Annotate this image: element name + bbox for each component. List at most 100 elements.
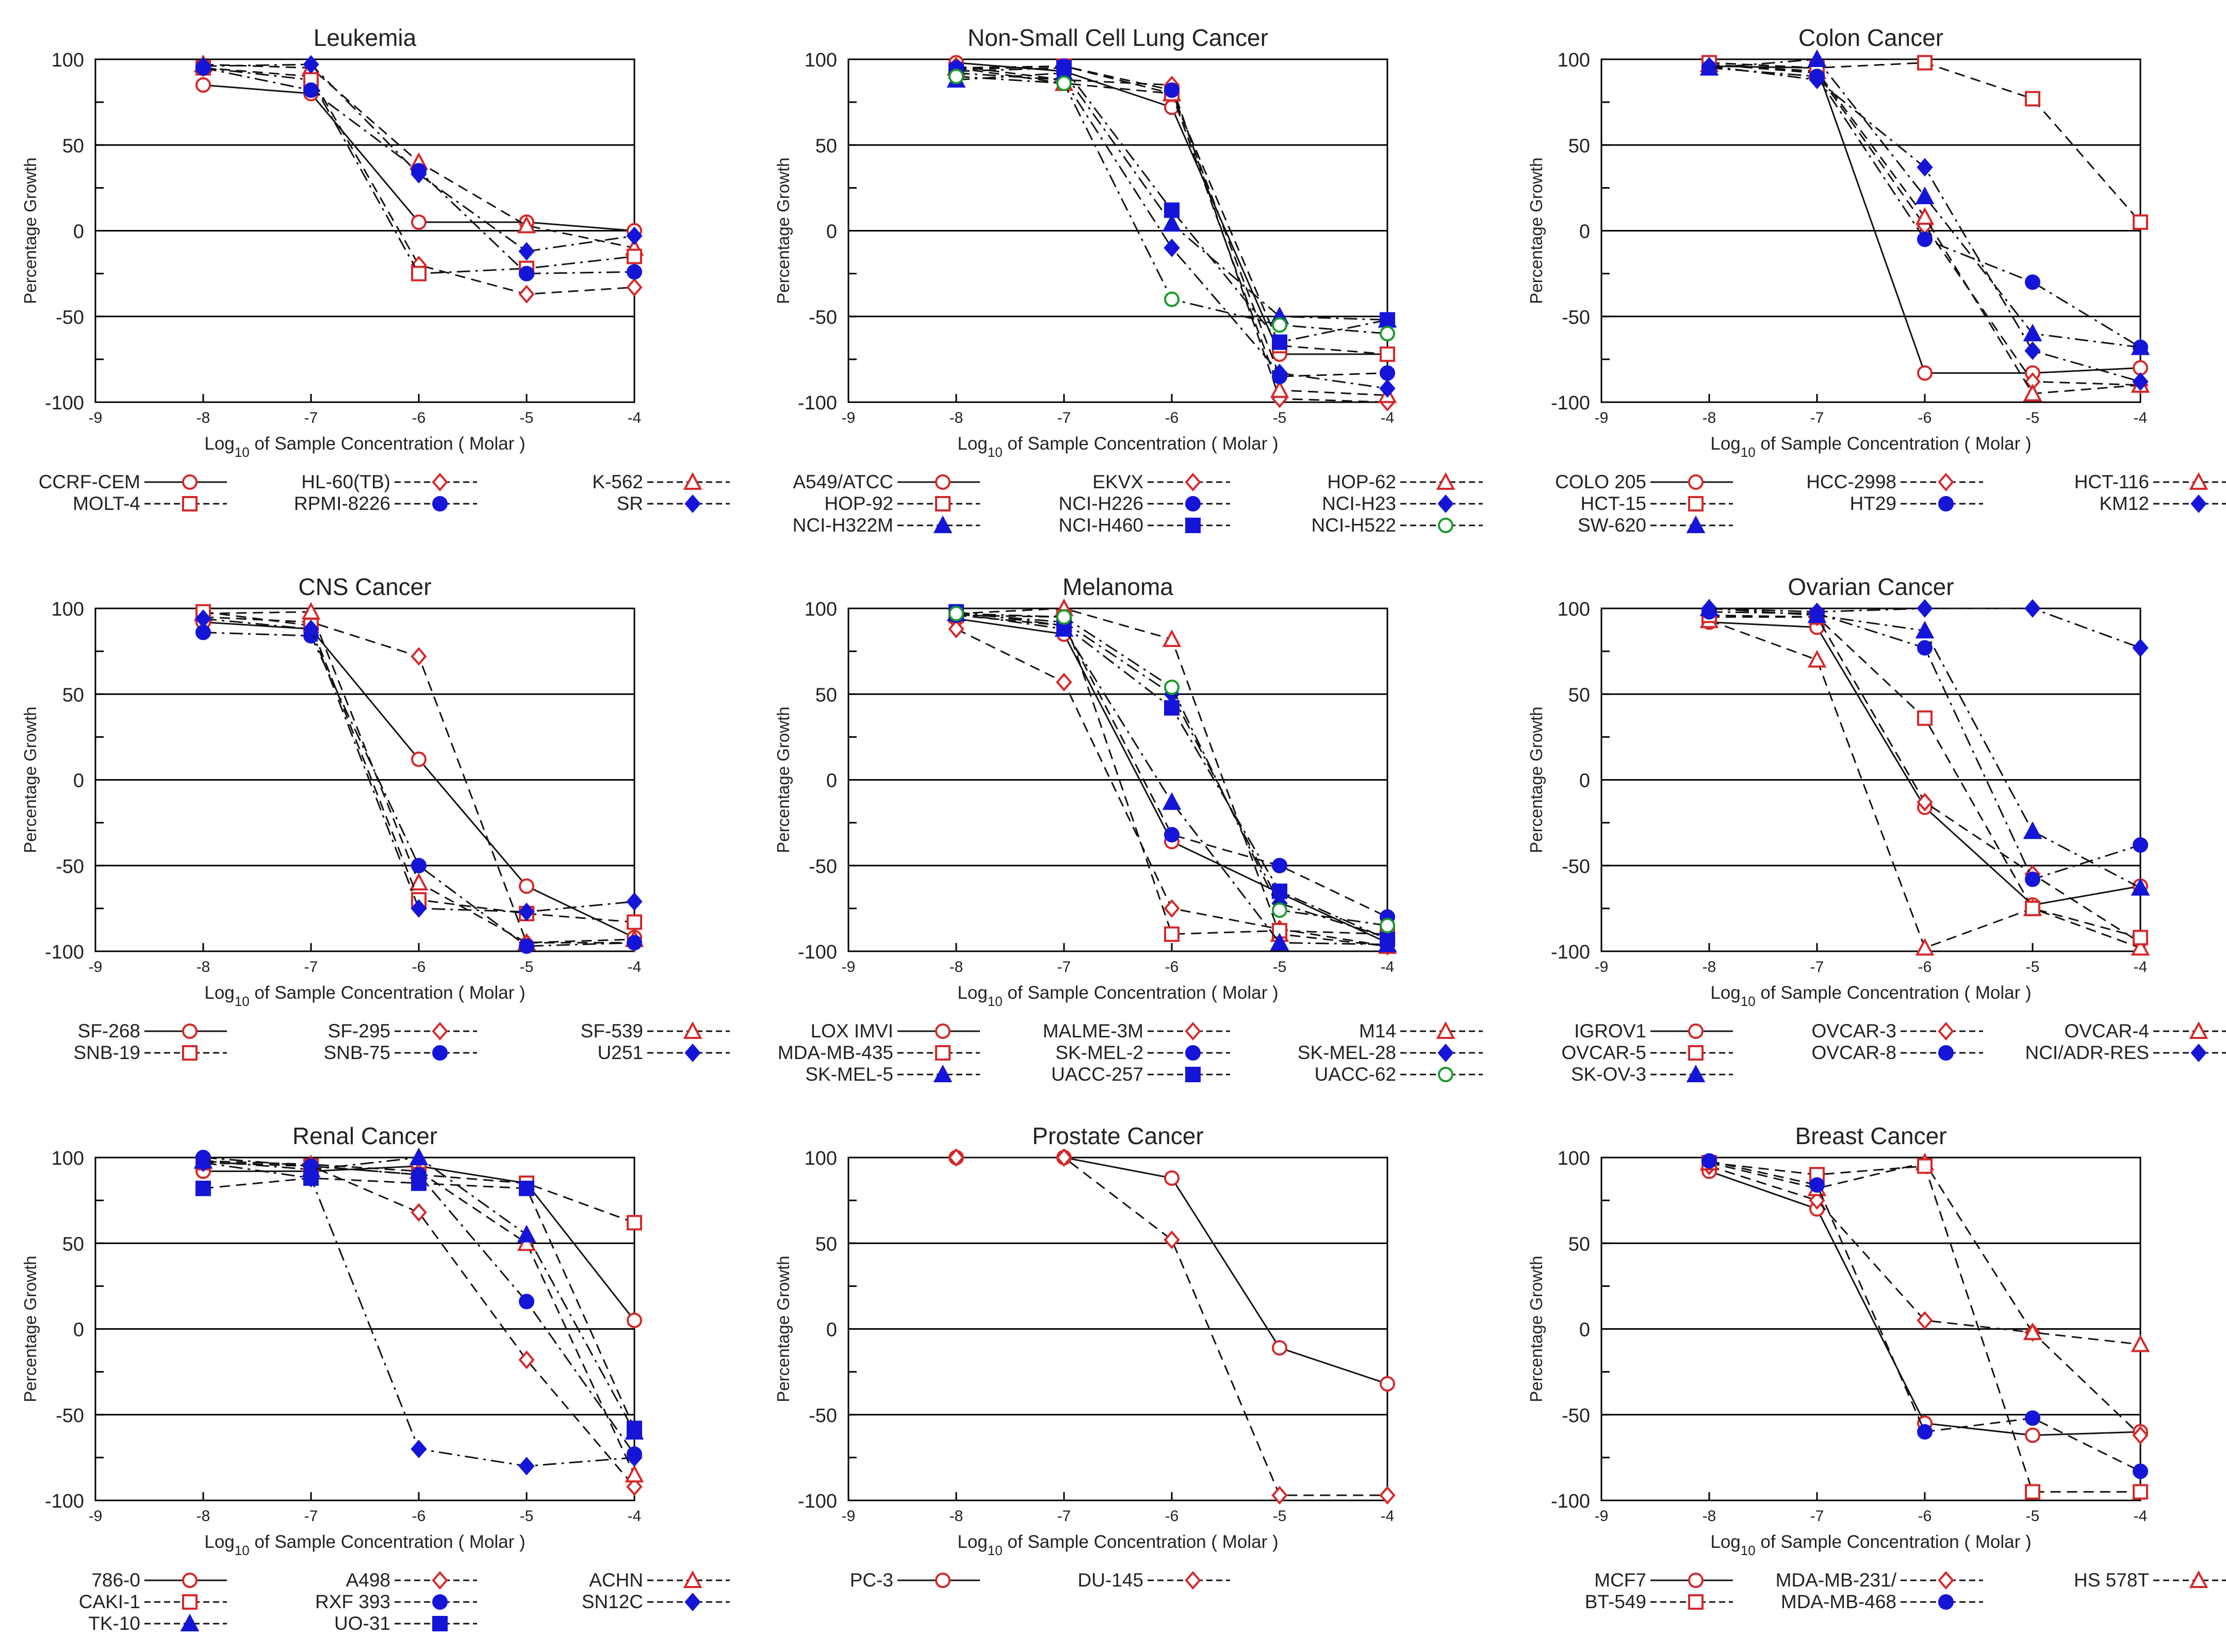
data-point bbox=[627, 914, 642, 930]
x-tick-label: -5 bbox=[1273, 409, 1287, 426]
data-point bbox=[519, 1180, 534, 1196]
legend-marker bbox=[1185, 472, 1201, 492]
data-point bbox=[1917, 640, 1933, 656]
data-point bbox=[1917, 792, 1933, 812]
x-axis-label-rest: of Sample Concentration ( Molar ) bbox=[250, 1532, 526, 1552]
series-line bbox=[956, 614, 1388, 918]
series-line bbox=[956, 67, 1388, 343]
y-tick-label: 0 bbox=[73, 221, 84, 243]
data-point bbox=[1915, 620, 1935, 639]
y-axis-label: Percentage Growth bbox=[774, 1255, 793, 1402]
x-tick-label: -4 bbox=[2134, 1508, 2148, 1525]
x-tick-label: -4 bbox=[2134, 959, 2148, 976]
x-axis-label-rest: of Sample Concentration ( Molar ) bbox=[1756, 434, 2032, 454]
legend-marker bbox=[683, 472, 702, 490]
legend-marker bbox=[2189, 472, 2208, 490]
legend-entry: HCC-2998 bbox=[1806, 471, 1983, 492]
data-point bbox=[2133, 1484, 2148, 1500]
legend-entry: SNB-75 bbox=[323, 1042, 477, 1063]
data-point bbox=[411, 1175, 427, 1191]
legend-label: NCI-H460 bbox=[1059, 515, 1144, 536]
legend-marker bbox=[1938, 1021, 1954, 1041]
legend-marker bbox=[182, 1573, 198, 1588]
legend-entry: DU-145 bbox=[1078, 1570, 1230, 1591]
legend-entry: HCT-116 bbox=[2074, 471, 2226, 492]
x-tick-label: -7 bbox=[1810, 1508, 1824, 1525]
x-tick-label: -4 bbox=[1381, 409, 1395, 426]
legend-label: OVCAR-8 bbox=[1812, 1042, 1896, 1063]
legend-marker bbox=[2190, 1043, 2207, 1063]
legend-label: NCI-H226 bbox=[1059, 493, 1144, 514]
data-point bbox=[1917, 710, 1933, 726]
y-tick-label: -100 bbox=[798, 1491, 837, 1512]
data-point bbox=[409, 872, 429, 890]
legend-marker bbox=[683, 1570, 702, 1588]
data-point bbox=[1164, 827, 1180, 842]
chart-panel-8: Prostate Cancer 100 50 0 -50 -100 -9 -8 -7 -6 -5 -4… bbox=[774, 1122, 1396, 1591]
data-point bbox=[2133, 930, 2148, 946]
series-line bbox=[203, 63, 635, 252]
legend-marker bbox=[182, 1045, 198, 1061]
data-point bbox=[409, 1147, 429, 1165]
data-point bbox=[626, 226, 643, 245]
legend-marker bbox=[1686, 515, 1706, 533]
data-point bbox=[1164, 238, 1180, 257]
data-point bbox=[1164, 202, 1180, 218]
data-point bbox=[2025, 274, 2040, 290]
legend-entry: TK-10 bbox=[88, 1613, 227, 1634]
data-point bbox=[2023, 821, 2042, 839]
x-axis-label-log: Log bbox=[204, 983, 234, 1003]
x-axis-label: Log10 of Sample Concentration ( Molar ) bbox=[204, 1532, 525, 1558]
data-point bbox=[1380, 326, 1395, 341]
series-du-145 bbox=[948, 1148, 1396, 1505]
y-tick-label: 50 bbox=[1568, 135, 1590, 157]
data-point bbox=[2132, 1426, 2149, 1445]
x-axis-label-rest: of Sample Concentration ( Molar ) bbox=[250, 434, 526, 454]
data-point bbox=[1379, 379, 1396, 398]
data-point bbox=[625, 1464, 644, 1483]
y-tick-label: 50 bbox=[815, 1233, 837, 1255]
data-point bbox=[1807, 49, 1827, 67]
legend-marker bbox=[933, 515, 953, 533]
chart-title: Melanoma bbox=[1062, 573, 1173, 600]
data-point bbox=[1917, 232, 1933, 247]
legend-entry: NCI/ADR-RES bbox=[2025, 1042, 2226, 1063]
x-tick-label: -6 bbox=[1165, 409, 1179, 426]
data-point bbox=[2025, 1484, 2040, 1500]
data-point bbox=[519, 878, 534, 894]
legend-marker bbox=[182, 474, 198, 490]
data-point bbox=[948, 619, 964, 638]
legend-entry: A549/ATCC bbox=[793, 471, 980, 492]
legend-label: RPMI-8226 bbox=[294, 493, 390, 514]
legend-marker bbox=[1688, 1573, 1704, 1588]
x-tick-label: -8 bbox=[197, 959, 210, 976]
x-axis-label-sub: 10 bbox=[1741, 1543, 1756, 1558]
legend-label: SW-620 bbox=[1578, 515, 1646, 536]
x-tick-label: -7 bbox=[1810, 409, 1824, 426]
data-point bbox=[1272, 317, 1287, 333]
x-tick-label: -5 bbox=[1273, 1508, 1287, 1525]
chart-title: Prostate Cancer bbox=[1032, 1122, 1203, 1149]
legend-label: SK-MEL-5 bbox=[805, 1064, 893, 1085]
data-point bbox=[1164, 899, 1180, 918]
legend-entry: OVCAR-3 bbox=[1812, 1020, 1983, 1042]
data-point bbox=[518, 242, 535, 261]
x-axis-label-rest: of Sample Concentration ( Molar ) bbox=[1003, 983, 1279, 1003]
y-tick-label: 100 bbox=[1558, 1148, 1590, 1169]
legend-marker bbox=[684, 1592, 701, 1612]
legend-entry: UO-31 bbox=[334, 1613, 477, 1634]
legend-entry: MALME-3M bbox=[1043, 1020, 1230, 1042]
legend-entry: A498 bbox=[346, 1570, 477, 1591]
data-point bbox=[2133, 1463, 2148, 1479]
data-point bbox=[517, 1225, 536, 1243]
chart-panel-5: Melanoma 100 50 0 -50 -100 -9 -8 -7 -6 -5 -4 Percent… bbox=[774, 573, 1483, 1085]
legend-entry: NCI-H322M bbox=[793, 515, 980, 536]
legend-entry: EKVX bbox=[1092, 471, 1230, 492]
legend-label: COLO 205 bbox=[1555, 471, 1646, 492]
legend-entry: LOX IMVI bbox=[811, 1020, 980, 1042]
data-point bbox=[303, 619, 319, 638]
data-point bbox=[1380, 931, 1395, 947]
data-point bbox=[2133, 837, 2148, 853]
chart-title: Leukemia bbox=[314, 24, 417, 51]
